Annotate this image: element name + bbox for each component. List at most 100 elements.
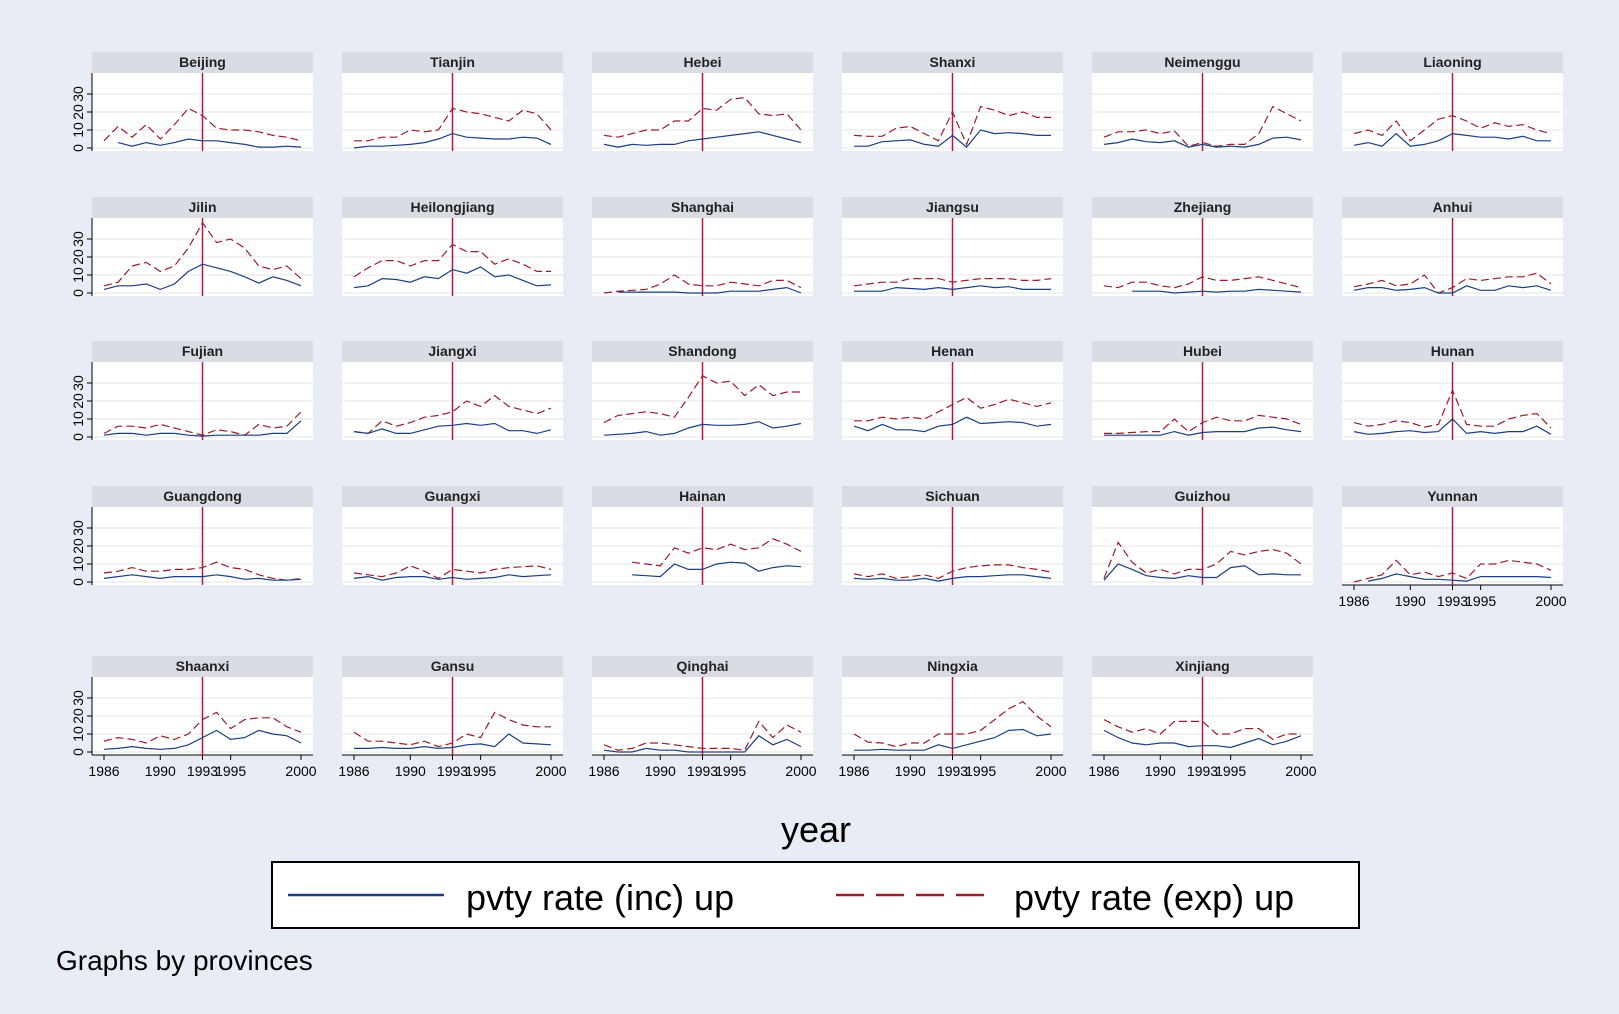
x-tick-label: 1995 <box>215 763 246 779</box>
x-tick-label: 2000 <box>785 763 816 779</box>
panel-header <box>92 486 313 507</box>
panel-title: Hunan <box>1431 343 1475 359</box>
series-line-exp <box>1353 114 1552 142</box>
panel-header <box>1092 341 1313 362</box>
series-line-exp <box>603 274 802 294</box>
series-line-exp <box>103 561 302 581</box>
panel-heilongjiang: Heilongjiang <box>342 197 563 296</box>
panel-title: Sichuan <box>925 488 979 504</box>
panel-header <box>1092 197 1313 218</box>
panel-header <box>342 341 563 362</box>
x-tick-label: 1995 <box>465 763 496 779</box>
y-tick-label: 20 <box>70 249 86 265</box>
y-tick-label: 10 <box>70 267 86 283</box>
panel-title: Liaoning <box>1423 54 1481 70</box>
series-line-exp <box>354 107 552 142</box>
y-tick-label: 0 <box>70 748 86 756</box>
x-tick-label: 1990 <box>1395 593 1426 609</box>
panel-header <box>342 197 563 218</box>
series-line-inc <box>353 422 552 435</box>
x-tick-label: 1995 <box>965 763 996 779</box>
x-axis-title: year <box>781 809 851 850</box>
series-line-inc <box>1103 563 1301 581</box>
series-line-inc <box>1132 288 1302 294</box>
series-line-inc <box>354 733 552 750</box>
panel-header <box>842 486 1063 507</box>
panel-jiangxi: Jiangxi <box>342 341 563 440</box>
series-line-exp <box>1104 414 1302 434</box>
x-tick-label: 1990 <box>895 763 926 779</box>
series-line-exp <box>353 711 551 748</box>
panel-title: Hubei <box>1183 343 1222 359</box>
series-line-inc <box>618 286 802 294</box>
panel-xinjiang: Xinjiang <box>1092 656 1313 760</box>
panel-header <box>1342 52 1563 73</box>
graph-note: Graphs by provinces <box>56 945 313 976</box>
x-tick-label: 1993 <box>1437 593 1468 609</box>
panel-title: Tianjin <box>430 54 475 70</box>
series-line-inc <box>103 420 302 437</box>
x-tick-label: 1993 <box>687 763 718 779</box>
series-line-inc <box>853 416 1052 433</box>
series-line-inc <box>603 735 802 753</box>
panel-title: Anhui <box>1433 199 1473 215</box>
panel-title: Heilongjiang <box>411 199 495 215</box>
series-line-inc <box>103 263 302 291</box>
panel-title: Neimenggu <box>1164 54 1240 70</box>
panels-layer: Beijing 0 10 20 30 Tianjin Hebei Shanxi Neimengg… <box>70 52 1563 760</box>
series-line-exp <box>603 96 802 138</box>
panel-shandong: Shandong <box>592 341 813 440</box>
series-line-inc <box>1103 729 1302 749</box>
series-line-exp <box>853 105 1051 147</box>
series-line-exp <box>1103 719 1301 741</box>
legend-label-inc: pvty rate (inc) up <box>466 877 734 918</box>
y-tick-label: 30 <box>70 520 86 536</box>
x-tick-label: 1990 <box>1145 763 1176 779</box>
panel-header <box>1342 486 1563 507</box>
series-line-exp <box>103 107 302 142</box>
x-tick-label: 2000 <box>285 763 316 779</box>
panel-hebei: Hebei <box>592 52 813 151</box>
panel-header <box>842 52 1063 73</box>
series-line-inc <box>603 131 802 148</box>
panel-jilin: Jilin 0 10 20 30 <box>70 197 313 297</box>
panel-header <box>592 486 813 507</box>
series-line-inc <box>853 574 1052 582</box>
series-line-inc <box>854 728 1052 751</box>
panel-title: Shandong <box>668 343 736 359</box>
series-line-exp <box>1353 388 1552 429</box>
panel-hainan: Hainan <box>592 486 813 585</box>
series-line-exp <box>353 243 551 278</box>
x-tick-label: 1986 <box>338 763 369 779</box>
panel-title: Qinghai <box>676 658 728 674</box>
panel-header <box>342 486 563 507</box>
series-line-exp <box>1103 276 1302 289</box>
series-line-exp <box>603 375 801 424</box>
panel-fujian: Fujian 0 10 20 30 <box>70 341 313 441</box>
y-tick-label: 30 <box>70 375 86 391</box>
x-tick-label: 1990 <box>145 763 176 779</box>
series-line-exp <box>1103 541 1302 579</box>
panel-beijing: Beijing 0 10 20 30 <box>70 52 313 152</box>
panel-neimenggu: Neimenggu <box>1092 52 1313 151</box>
panel-title: Fujian <box>182 343 223 359</box>
y-tick-label: 30 <box>70 231 86 247</box>
series-line-inc <box>353 132 552 149</box>
panel-title: Yunnan <box>1427 488 1478 504</box>
panel-liaoning: Liaoning <box>1342 52 1563 151</box>
panel-gansu: Gansu <box>342 656 563 760</box>
series-line-exp <box>103 411 302 436</box>
legend-box <box>271 861 1360 929</box>
x-tick-label: 1995 <box>715 763 746 779</box>
panel-title: Guangdong <box>163 488 242 504</box>
panel-sichuan: Sichuan <box>842 486 1063 585</box>
y-tick-label: 20 <box>70 708 86 724</box>
panel-header <box>842 656 1063 677</box>
y-tick-label: 0 <box>70 578 86 586</box>
series-line-inc <box>353 266 552 289</box>
series-line-inc <box>1103 136 1302 148</box>
x-tick-label: 2000 <box>1035 763 1066 779</box>
x-tick-label: 1993 <box>437 763 468 779</box>
y-tick-label: 0 <box>70 289 86 297</box>
